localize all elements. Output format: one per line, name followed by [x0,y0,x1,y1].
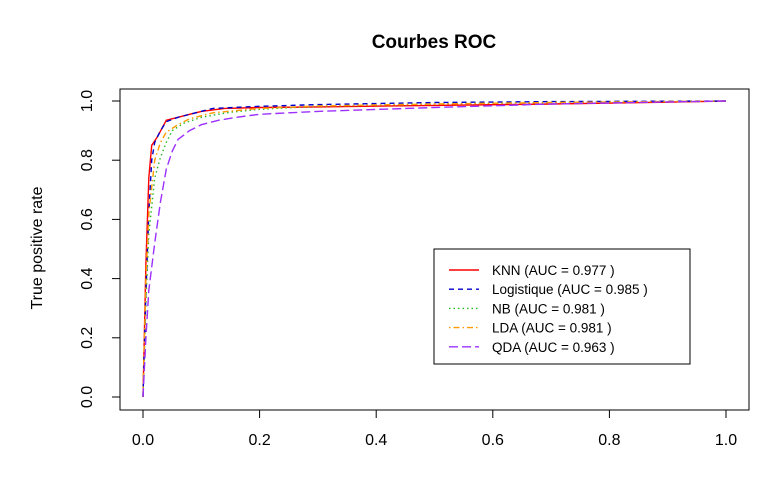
y-tick-label: 0.8 [79,149,96,171]
y-tick-label: 0.6 [79,208,96,230]
roc-curve-4 [142,100,727,398]
roc-curve-2 [142,100,727,398]
legend-label: QDA (AUC = 0.963 ) [492,340,615,355]
y-tick-label: 1.0 [79,90,96,112]
x-tick-label: 0.8 [598,432,620,449]
x-tick-label: 1.0 [715,432,737,449]
chart-title: Courbes ROC [372,32,497,53]
x-tick-label: 0.0 [132,432,154,449]
legend-label: NB (AUC = 0.981 ) [492,301,605,316]
x-tick-label: 0.4 [365,432,387,449]
y-tick-label: 0.0 [79,386,96,408]
roc-curve-1 [142,100,727,398]
legend-label: Logistique (AUC = 0.985 ) [492,282,648,297]
y-tick-label: 0.4 [79,267,96,289]
roc-curves [142,100,727,398]
y-tick-label: 0.2 [79,327,96,349]
legend-label: LDA (AUC = 0.981 ) [492,321,612,336]
legend-label: KNN (AUC = 0.977 ) [492,263,615,278]
y-axis-label: True positive rate [29,186,46,309]
x-axis: 0.0 0.2 0.4 0.6 0.8 1.0 [132,409,737,449]
legend: KNN (AUC = 0.977 ) Logistique (AUC = 0.98… [433,248,691,365]
y-axis: 0.0 0.2 0.4 0.6 0.8 1.0 [79,90,121,408]
roc-curve-3 [142,100,727,398]
x-tick-label: 0.6 [482,432,504,449]
x-tick-label: 0.2 [248,432,270,449]
legend-box [433,248,691,365]
